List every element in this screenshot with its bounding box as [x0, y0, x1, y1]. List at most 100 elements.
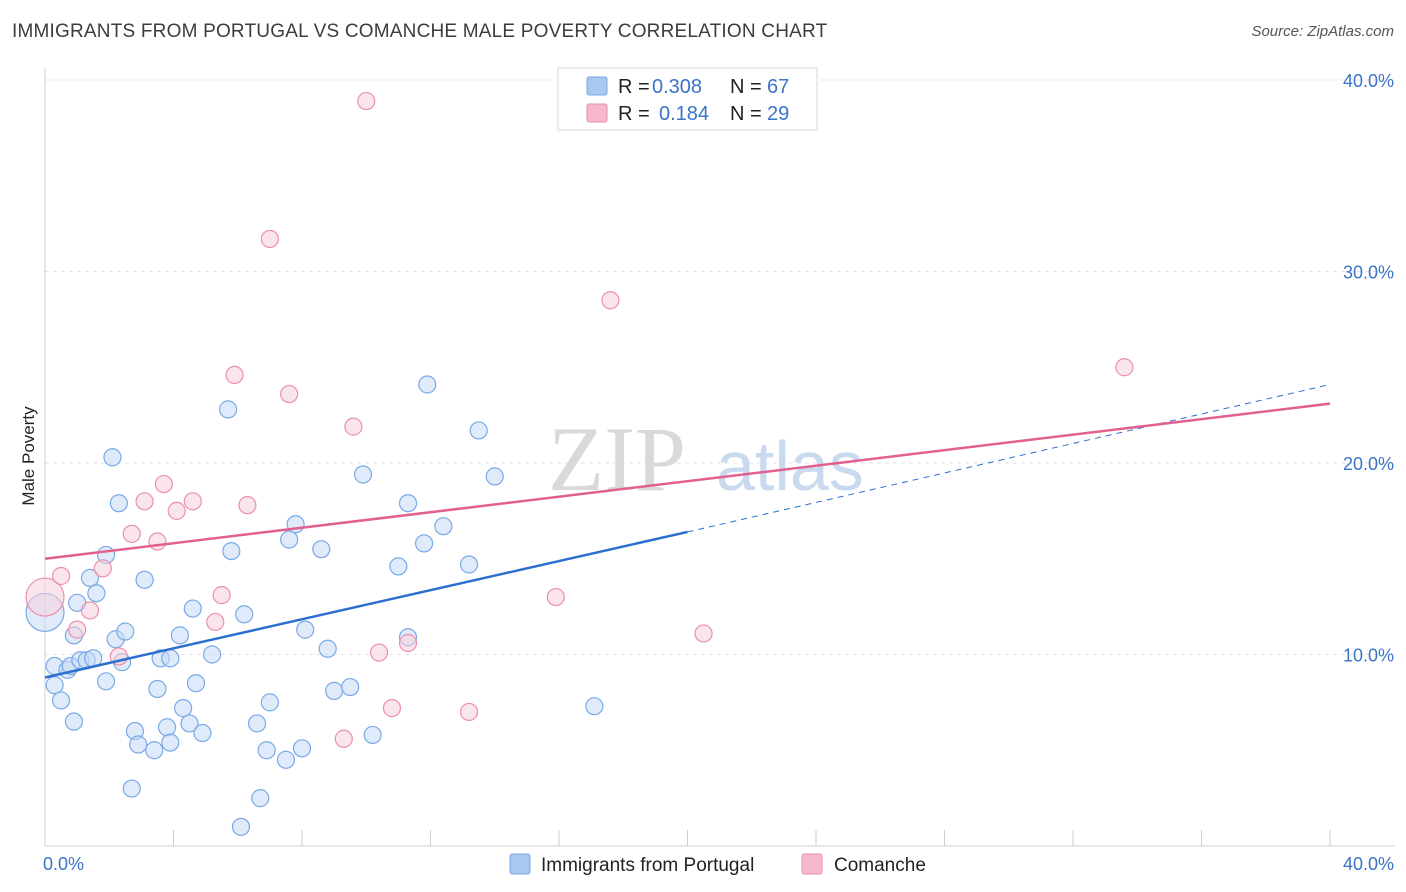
portugal-point [170, 626, 190, 645]
portugal-point [389, 557, 408, 576]
chart-title: IMMIGRANTS FROM PORTUGAL VS COMANCHE MAL… [12, 21, 828, 42]
comanche-point [68, 620, 87, 639]
portugal-point [193, 723, 212, 743]
portugal-trend-line [44, 530, 688, 679]
watermark: ZIP atlas [548, 408, 864, 510]
portugal-point [96, 672, 116, 691]
comanche-point [135, 492, 154, 511]
bottom-legend-swatch-portugal [509, 853, 531, 875]
comanche-point [398, 633, 418, 653]
portugal-point [292, 739, 312, 758]
portugal-point [45, 676, 64, 695]
portugal-point [161, 649, 180, 668]
portugal-point [157, 718, 177, 737]
portugal-point [353, 465, 373, 484]
portugal-point [257, 741, 276, 760]
comanche-point [25, 577, 65, 617]
portugal-point [231, 817, 251, 836]
portugal-point [148, 679, 167, 699]
portugal-point [296, 620, 315, 639]
portugal-point [434, 517, 453, 536]
comanche-point [225, 365, 244, 385]
comanche-trend-line [44, 402, 1331, 560]
comanche-point [694, 624, 713, 643]
portugal-point [186, 674, 206, 693]
legend-r-value: 0.308 [652, 76, 702, 98]
portugal-point [414, 534, 434, 553]
portugal-point [183, 599, 202, 618]
portugal-point [202, 645, 222, 664]
portugal-point [180, 714, 199, 733]
legend-n-label: N = [730, 103, 762, 125]
legend-n-value: 67 [767, 76, 789, 98]
portugal-point [87, 584, 106, 603]
y-tick-label: 10.0% [1343, 646, 1394, 666]
comanche-point [148, 532, 167, 551]
watermark-atlas: atlas [716, 427, 864, 505]
trend-lines [44, 383, 1331, 679]
comanche-point [122, 524, 141, 543]
legend-r-label: R = [618, 103, 650, 125]
portugal-point [469, 421, 488, 440]
portugal-point [418, 375, 437, 394]
comanche-point [260, 229, 279, 249]
legend-n-value: 29 [767, 103, 789, 125]
portugal-point [145, 741, 164, 760]
portugal-point [459, 555, 479, 574]
y-tick-label: 30.0% [1343, 263, 1394, 283]
comanche-point [183, 492, 202, 511]
portugal-point [51, 691, 71, 710]
portugal-point [222, 541, 241, 561]
comanche-point [154, 474, 173, 494]
grid-lines [45, 79, 1395, 655]
y-tick-label: 40.0% [1343, 71, 1394, 91]
comanche-point [334, 729, 353, 748]
portugal-point [325, 681, 344, 700]
watermark-zip: ZIP [548, 408, 686, 510]
bottom-legend: Immigrants from Portugal Comanche [509, 853, 926, 876]
portugal-point [122, 779, 141, 798]
comanche-point [206, 612, 225, 632]
comanche-point [51, 566, 71, 586]
portugal-point [174, 699, 193, 718]
portugal-point [485, 467, 504, 486]
portugal-point [129, 735, 148, 754]
portugal-point [103, 448, 122, 467]
comanche-point [238, 496, 257, 515]
legend-n-label: N = [730, 76, 762, 98]
legend-swatch-portugal [586, 76, 608, 96]
portugal-point [318, 639, 337, 658]
axes: 10.0% 20.0% 30.0% 40.0% 0.0% 40.0% [43, 68, 1395, 874]
portugal-point [116, 622, 135, 641]
portugal-point [398, 494, 418, 513]
bottom-legend-swatch-comanche [801, 853, 823, 875]
portugal-point [312, 540, 331, 559]
portugal-point [251, 789, 270, 808]
comanche-point [370, 643, 389, 662]
portugal-point [247, 714, 267, 733]
y-tick-label: 20.0% [1343, 454, 1394, 474]
portugal-point [235, 605, 254, 624]
portugal-point [80, 568, 100, 588]
portugal-point [64, 712, 84, 731]
portugal-point [219, 400, 238, 419]
comanche-point [1115, 358, 1134, 377]
comanche-point [382, 699, 402, 718]
source-label: Source: ZipAtlas.com [1251, 23, 1394, 40]
portugal-point [109, 494, 128, 513]
portugal-point [280, 530, 299, 549]
comanche-point [280, 384, 299, 404]
portugal-point [161, 733, 180, 752]
portugal-point [276, 750, 296, 769]
x-tick-label: 40.0% [1343, 854, 1394, 874]
comanche-point [167, 501, 186, 520]
portugal-point [363, 725, 382, 745]
legend-box: R = 0.308 N = 67 R = 0.184 N = 29 [557, 67, 818, 131]
y-axis-label: Male Poverty [19, 406, 38, 506]
comanche-point [459, 702, 479, 722]
x-tick-label: 0.0% [43, 854, 84, 874]
portugal-point [341, 677, 360, 697]
bottom-legend-label-comanche: Comanche [834, 855, 926, 876]
portugal-point [585, 697, 604, 716]
